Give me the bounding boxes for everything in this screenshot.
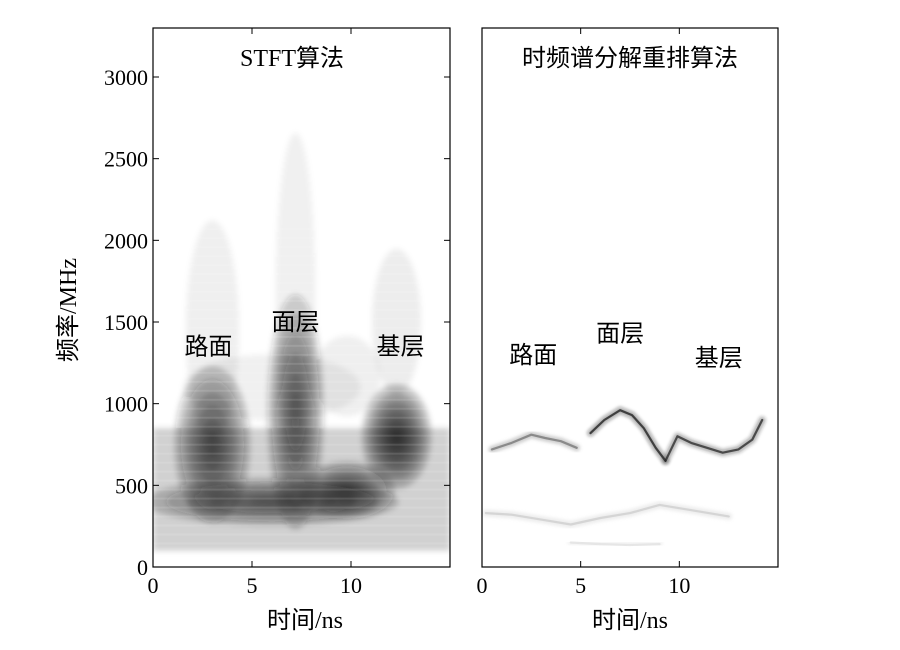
frequency-bin-line (153, 434, 450, 437)
frequency-bin-line (153, 443, 450, 446)
left-band-texture (153, 228, 450, 545)
y-tick-label: 0 (137, 555, 148, 580)
frequency-bin-line (153, 452, 450, 455)
frequency-bin-line (153, 470, 450, 473)
frequency-bin-line (153, 515, 450, 518)
frequency-bin-line (153, 344, 450, 347)
right-ridges (482, 406, 766, 549)
energy-plume (183, 354, 361, 421)
layer-annotation: 基层 (377, 334, 425, 361)
frequency-bin-line (153, 255, 450, 258)
right-axes: 0 5 10 (477, 28, 690, 598)
y-tick-label: 1000 (104, 392, 148, 417)
right-plot-frame (481, 27, 779, 568)
layer-annotation: 路面 (509, 342, 557, 369)
x-tick-label: 0 (477, 573, 488, 598)
frequency-bin-line (153, 506, 450, 509)
ridge-line (484, 503, 730, 526)
low-frequency-band (153, 428, 450, 551)
frequency-bin-line (153, 371, 450, 374)
frequency-bin-line (153, 542, 450, 545)
ridge-line (589, 409, 667, 462)
left-panel: 0 5 10 0 500 1000 1500 2000 2500 3000 STFT算法 路面 面层… (55, 27, 451, 634)
layer-annotation: 基层 (695, 345, 743, 372)
ridge-line (490, 433, 578, 451)
ridge-line (664, 418, 764, 462)
frequency-bin-line (153, 308, 450, 311)
frequency-bin-line (153, 461, 450, 464)
frequency-bin-line (153, 326, 450, 329)
y-tick-label: 2500 (104, 147, 148, 172)
frequency-bin-line (153, 237, 450, 240)
frequency-bin-line (153, 281, 450, 284)
frequency-bin-line (153, 380, 450, 383)
frequency-bin-line (153, 362, 450, 365)
frequency-bin-line (153, 488, 450, 491)
y-axis-label: 频率/MHz (55, 258, 82, 362)
right-x-axis-label: 时间/ns (592, 607, 668, 634)
left-plot-frame (152, 27, 451, 568)
x-tick-label: 0 (148, 573, 159, 598)
layer-annotation: 面层 (596, 322, 644, 348)
ridge-line (569, 541, 661, 547)
frequency-bin-line (153, 273, 450, 275)
y-tick-label: 500 (115, 473, 148, 498)
frequency-bin-line (153, 264, 450, 267)
frequency-bin-line (153, 407, 450, 410)
left-heatmap (153, 132, 450, 551)
x-tick-label: 5 (247, 573, 258, 598)
right-plot-background (482, 28, 778, 567)
frequency-bin-line (153, 335, 450, 338)
frequency-bin-line (153, 389, 450, 392)
frequency-bin-line (153, 524, 450, 527)
x-tick-label: 10 (340, 573, 362, 598)
frequency-bin-line (153, 416, 450, 419)
left-x-axis-label: 时间/ns (267, 607, 343, 634)
frequency-bin-line (153, 479, 450, 482)
frequency-bin-line (153, 398, 450, 401)
frequency-bin-line (153, 425, 450, 428)
y-tick-label: 2000 (104, 228, 148, 253)
x-tick-label: 10 (668, 573, 690, 598)
stft-energy (153, 132, 450, 551)
frequency-bin-line (153, 353, 450, 356)
y-tick-label: 1500 (104, 310, 148, 335)
frequency-bin-line (153, 497, 450, 500)
frequency-bin-line (153, 246, 450, 249)
y-tick-label: 3000 (104, 65, 148, 90)
frequency-bin-line (153, 228, 450, 231)
layer-annotation: 面层 (272, 310, 320, 336)
right-panel-title: 时频谱分解重排算法 (522, 45, 738, 72)
left-panel-title: STFT算法 (240, 45, 344, 72)
energy-plume (372, 248, 421, 396)
left-axes: 0 5 10 0 500 1000 1500 2000 2500 3000 (104, 28, 450, 598)
layer-annotation: 路面 (184, 334, 232, 361)
frequency-bin-line (153, 290, 450, 293)
frequency-bin-line (153, 317, 450, 320)
frequency-bin-line (153, 533, 450, 536)
x-tick-label: 5 (575, 573, 586, 598)
frequency-bin-line (153, 299, 450, 302)
